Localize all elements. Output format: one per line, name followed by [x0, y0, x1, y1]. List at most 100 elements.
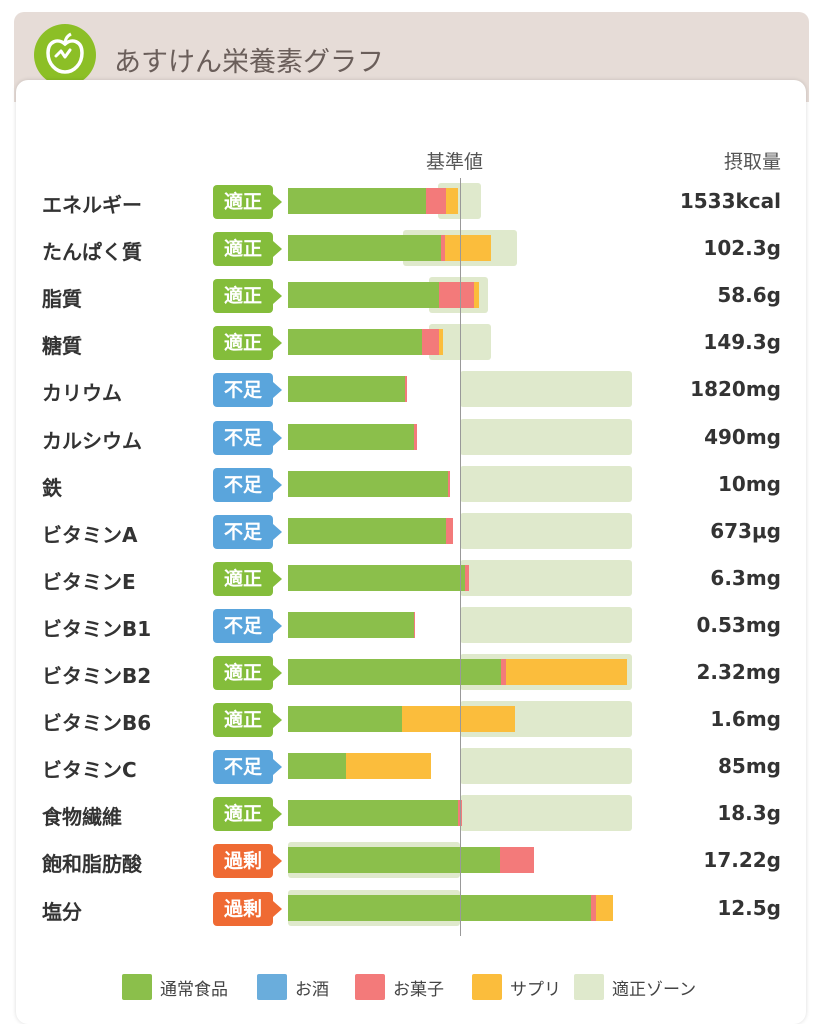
food-bar-segment [288, 376, 405, 403]
reference-line [460, 178, 461, 936]
supplement-bar-segment [439, 329, 443, 356]
status-badge: 適正 [213, 326, 282, 361]
appropriate-zone-bar [429, 324, 491, 361]
nutrient-row: カリウム 不足 1820mg [0, 366, 823, 413]
food-bar-segment [288, 423, 414, 450]
intake-value: 12.5g [717, 895, 781, 920]
status-badge: 適正 [213, 703, 282, 738]
nutrient-name: ビタミンB6 [42, 711, 152, 736]
food-bar-segment [288, 611, 414, 638]
reference-column-header: 基準値 [426, 151, 484, 173]
food-bar-segment [288, 800, 459, 827]
status-badge: 適正 [213, 279, 282, 314]
nutrient-row: ビタミンB6 適正 1.6mg [0, 696, 823, 743]
food-bar-segment [288, 188, 426, 214]
food-bar-segment [288, 329, 423, 356]
status-badge: 不足 [213, 467, 282, 502]
nutrient-name: 食物繊維 [42, 805, 122, 830]
appropriate-zone-bar [460, 371, 632, 408]
legend-label: 通常食品 [160, 980, 228, 1000]
intake-value: 85mg [718, 754, 781, 779]
appropriate-zone-bar [460, 795, 632, 832]
snack-bar-segment [590, 894, 596, 921]
intake-value: 673μg [710, 518, 781, 543]
nutrient-row: 糖質 適正 149.3g [0, 319, 823, 366]
appropriate-zone-bar [460, 748, 632, 785]
nutrient-row: ビタミンC 不足 85mg [0, 743, 823, 790]
status-badge: 適正 [213, 232, 282, 267]
nutrient-row: ビタミンB2 適正 2.32mg [0, 649, 823, 696]
nutrient-name: ビタミンC [42, 758, 137, 783]
nutrient-name: ビタミンA [42, 522, 138, 547]
food-bar-segment [288, 235, 442, 262]
status-badge: 適正 [213, 656, 282, 690]
nutrient-name: エネルギー [42, 193, 142, 217]
snack-bar-segment [465, 564, 469, 591]
nutrient-row: ビタミンE 適正 6.3mg [0, 555, 823, 602]
nutrient-row: 飽和脂肪酸 過剰 17.22g [0, 837, 823, 884]
chart-legend: 通常食品 お酒 お菓子 サプリ 適正ゾーン [0, 972, 823, 1002]
intake-value: 1820mg [690, 377, 781, 402]
supplement-bar-segment [446, 188, 459, 214]
intake-value: 149.3g [703, 330, 781, 355]
legend-swatch [122, 974, 152, 1000]
appropriate-zone-bar [460, 606, 632, 643]
legend-swatch [472, 974, 502, 1000]
nutrient-name: 飽和脂肪酸 [42, 852, 142, 877]
intake-value: 58.6g [717, 283, 781, 308]
snack-bar-segment [458, 800, 462, 827]
status-badge: 適正 [213, 561, 282, 596]
nutrient-row: 食物繊維 適正 18.3g [0, 790, 823, 837]
intake-value: 0.53mg [696, 612, 781, 637]
snack-bar-segment [441, 235, 445, 262]
nutrient-name: ビタミンE [42, 569, 136, 594]
nutrient-row: カルシウム 不足 490mg [0, 414, 823, 461]
food-bar-segment [288, 470, 448, 497]
food-bar-segment [288, 706, 402, 733]
status-badge: 不足 [213, 514, 282, 549]
page-title: あすけん栄養素グラフ [114, 47, 384, 78]
food-bar-segment [288, 894, 591, 921]
food-bar-segment [288, 659, 502, 685]
nutrient-name: カリウム [42, 381, 122, 406]
food-bar-segment [288, 753, 347, 780]
food-bar-segment [288, 282, 440, 309]
status-badge: 不足 [213, 373, 282, 408]
intake-value: 490mg [704, 424, 781, 449]
nutrient-row: ビタミンA 不足 673μg [0, 508, 823, 555]
snack-bar-segment [447, 470, 450, 497]
snack-bar-segment [499, 847, 534, 874]
snack-bar-segment [439, 282, 474, 309]
nutrient-name: ビタミンB1 [42, 616, 152, 641]
appropriate-zone-bar [460, 418, 632, 455]
legend-label: サプリ [510, 980, 561, 1000]
supplement-bar-segment [595, 894, 614, 921]
status-badge: 過剰 [213, 844, 282, 879]
intake-value: 10mg [718, 471, 781, 496]
nutrient-name: 塩分 [42, 899, 82, 924]
nutrient-name: 糖質 [42, 334, 82, 359]
appropriate-zone-bar [460, 559, 632, 596]
nutrient-row: 脂質 適正 58.6g [0, 272, 823, 319]
status-badge: 不足 [213, 750, 282, 785]
food-bar-segment [288, 564, 466, 591]
intake-value: 2.32mg [696, 660, 781, 684]
snack-bar-segment [501, 659, 507, 685]
legend-swatch [355, 974, 385, 1000]
legend-label: お菓子 [393, 980, 444, 1000]
food-bar-segment [288, 847, 500, 874]
snack-bar-segment [404, 376, 407, 403]
legend-swatch [257, 974, 287, 1000]
snack-bar-segment [425, 188, 447, 214]
food-bar-segment [288, 517, 447, 544]
status-badge: 不足 [213, 420, 282, 455]
nutrient-name: 鉄 [42, 475, 62, 500]
legend-swatch [574, 974, 604, 1000]
snack-bar-segment [413, 611, 416, 638]
snack-bar-segment [446, 517, 454, 544]
nutrient-row: 鉄 不足 10mg [0, 461, 823, 508]
intake-column-header: 摂取量 [723, 151, 781, 173]
nutrient-name: カルシウム [42, 428, 142, 453]
intake-value: 17.22g [703, 848, 781, 873]
supplement-bar-segment [444, 235, 491, 262]
